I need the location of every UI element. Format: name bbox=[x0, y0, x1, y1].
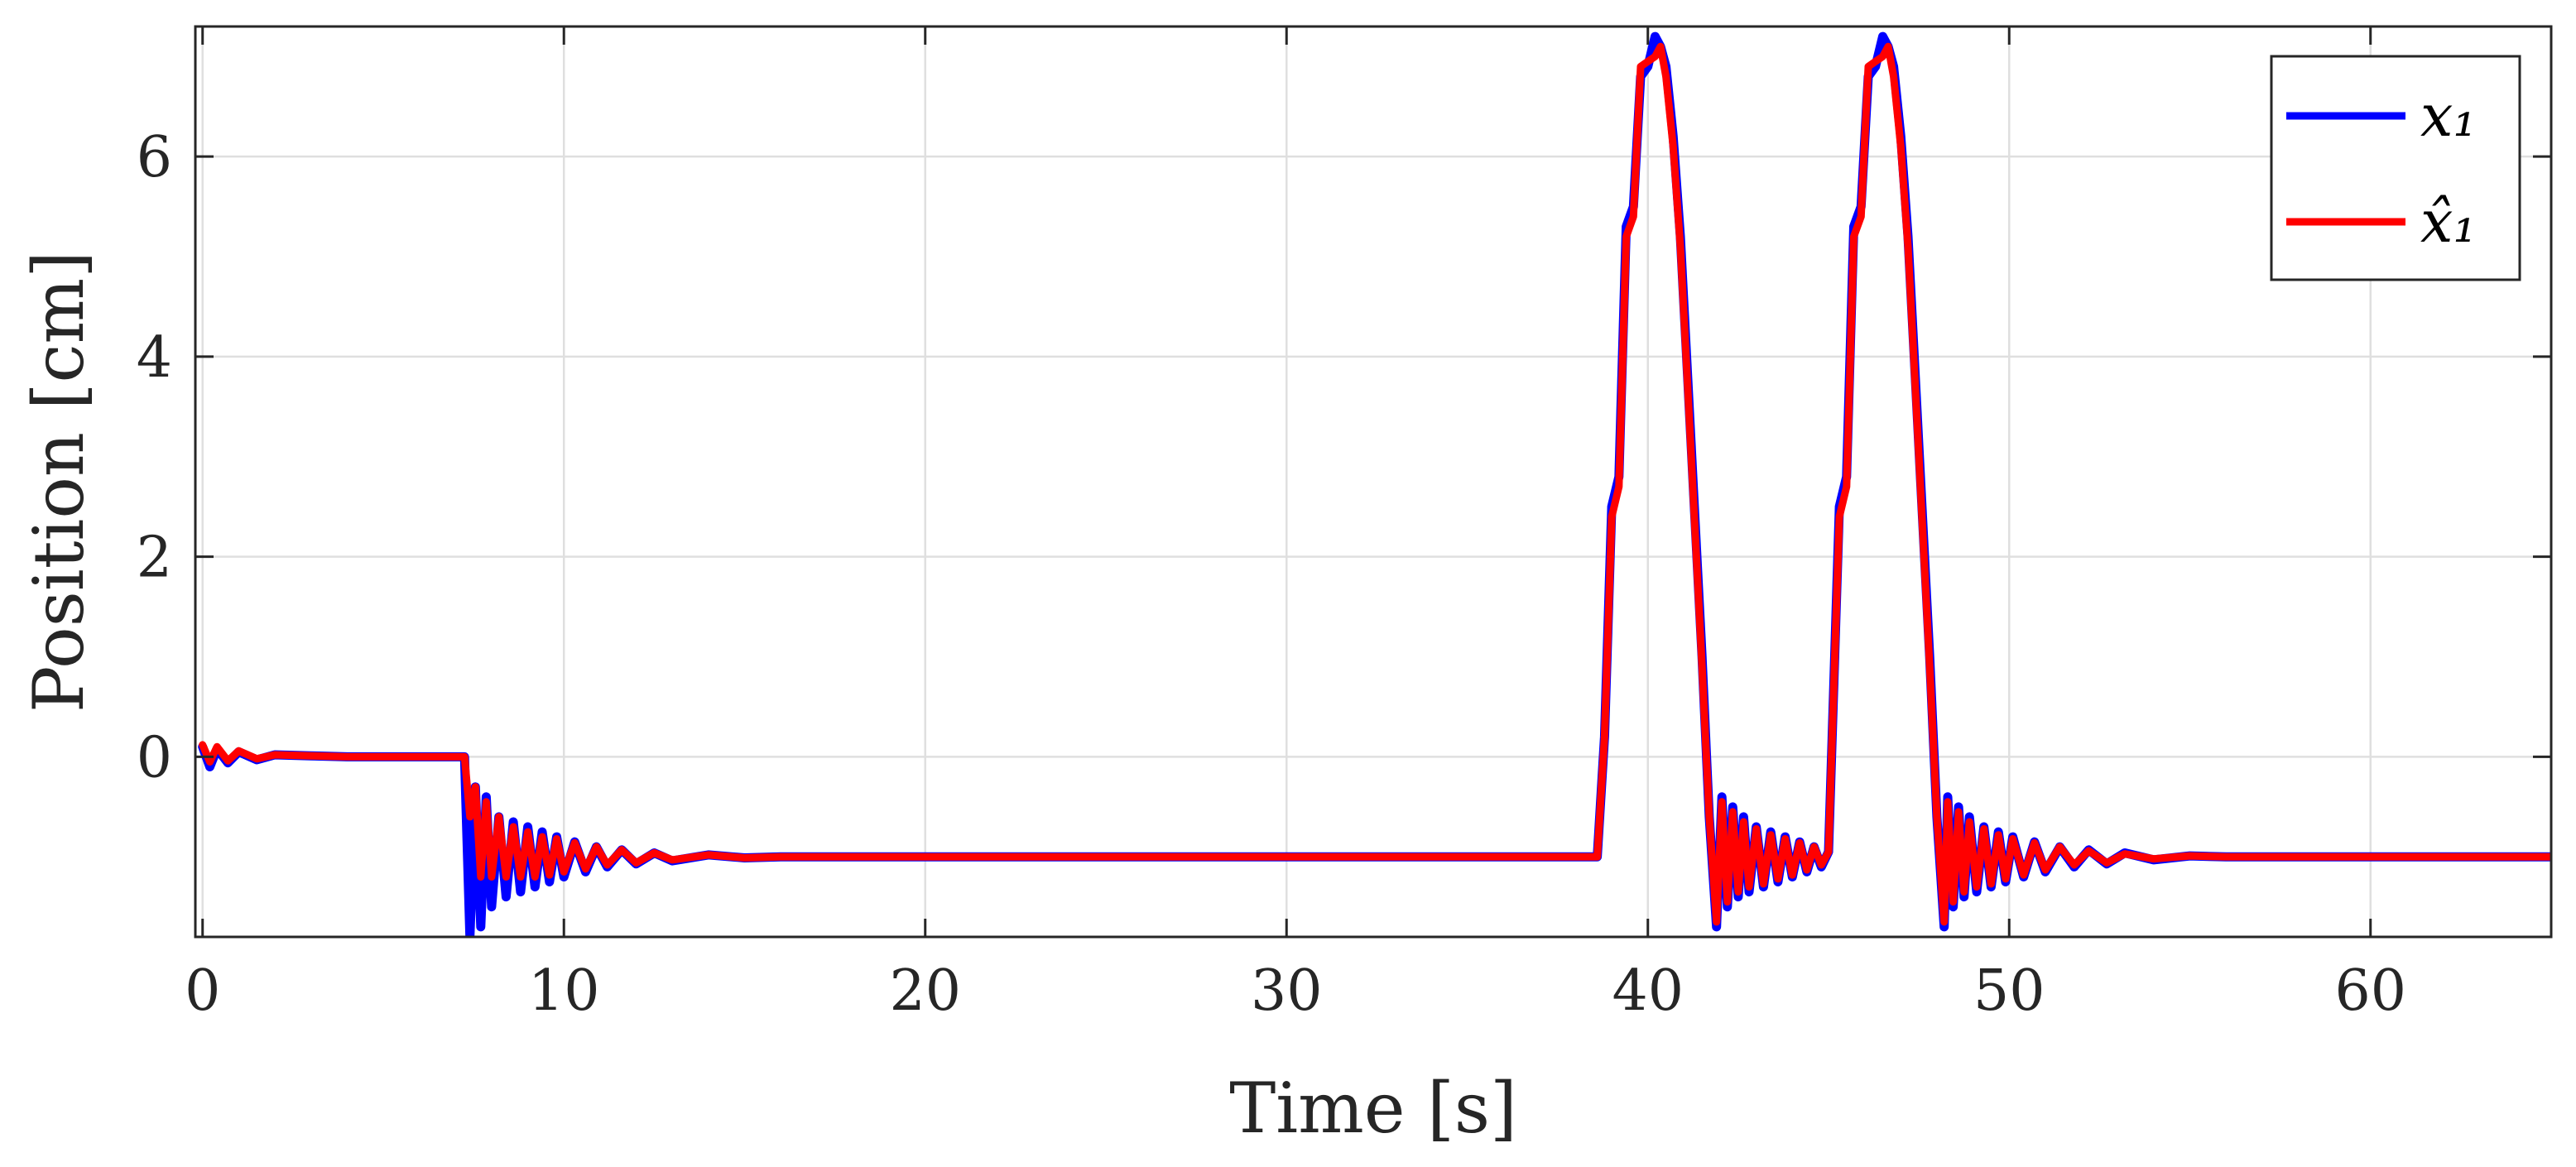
series-layer bbox=[198, 31, 2551, 937]
x-tick-label: 20 bbox=[889, 958, 961, 1024]
x-tick-label: 30 bbox=[1251, 958, 1323, 1024]
plot-frame bbox=[194, 25, 2553, 939]
ticks bbox=[195, 26, 2551, 937]
x-tick-label: 40 bbox=[1612, 958, 1684, 1024]
y-tick-label: 0 bbox=[137, 725, 172, 790]
y-axis-title: Position [cm] bbox=[18, 251, 99, 713]
legend-label-x1: x₁ bbox=[2420, 82, 2477, 150]
x-tick-label: 50 bbox=[1973, 958, 2045, 1024]
legend-box bbox=[2270, 55, 2521, 281]
x-tick-label: 60 bbox=[2334, 958, 2406, 1024]
tick-labels: 0 10 20 30 40 50 60 0 2 4 6 bbox=[137, 125, 2406, 1024]
plot-area bbox=[195, 26, 2551, 937]
x-tick-label: 0 bbox=[185, 958, 220, 1024]
y-tick-label: 4 bbox=[137, 325, 172, 391]
y-tick-label: 6 bbox=[137, 125, 172, 190]
y-tick-label: 2 bbox=[137, 526, 172, 591]
x-axis-title: Time [s] bbox=[1229, 1068, 1517, 1149]
legend: x₁ x̂₁ bbox=[2270, 55, 2521, 281]
grid bbox=[195, 26, 2551, 937]
x-tick-label: 10 bbox=[528, 958, 600, 1024]
legend-label-x1-hat: x̂₁ bbox=[2420, 188, 2477, 256]
series-line-x1_hat bbox=[199, 42, 2551, 926]
